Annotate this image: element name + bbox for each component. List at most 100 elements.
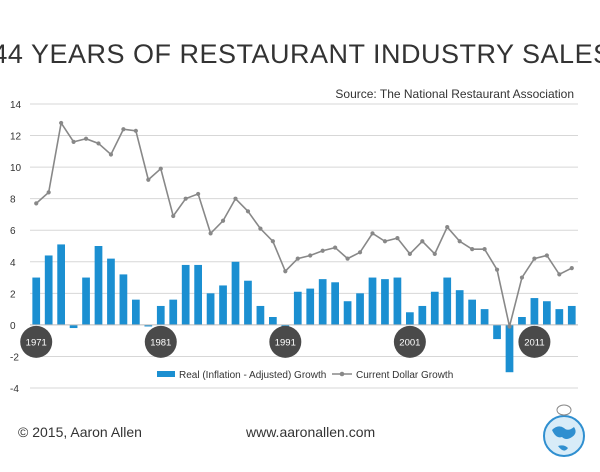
line-point (420, 239, 425, 244)
line-point (121, 127, 126, 132)
line-point (457, 239, 462, 244)
bar (194, 264, 202, 325)
line-point (245, 209, 251, 214)
line-point (220, 218, 226, 223)
line-point (407, 251, 412, 256)
footer-website: www.aaronallen.com (245, 424, 375, 440)
line-point (532, 256, 537, 261)
x-tick-badge: 2001 (393, 325, 426, 358)
bar (119, 274, 128, 325)
bar (493, 324, 501, 340)
y-tick-label: 8 (10, 195, 16, 206)
line-point (382, 239, 388, 244)
line-point (133, 128, 138, 133)
bar-series (32, 244, 576, 373)
logo-continent-icon (552, 426, 576, 439)
bar (244, 280, 252, 325)
line-point (494, 267, 500, 272)
y-tick-label: 14 (10, 100, 22, 111)
line-point (320, 248, 325, 253)
line-point (395, 236, 400, 241)
line-point (71, 139, 76, 144)
line-point (258, 226, 263, 231)
chart-subtitle: Source: The National Restaurant Associat… (335, 87, 574, 101)
bar (443, 277, 452, 325)
line-point (308, 253, 313, 258)
line-point (270, 239, 275, 244)
grid-lines (30, 103, 578, 389)
bar (82, 277, 90, 325)
y-tick-label: -4 (10, 384, 19, 395)
bar (406, 312, 414, 325)
x-tick-badge-circle (518, 325, 551, 358)
bar (94, 246, 103, 325)
line-point (557, 272, 562, 277)
bar (356, 293, 364, 325)
bar (69, 324, 78, 329)
line-point (208, 231, 213, 236)
x-tick-label: 2011 (524, 337, 544, 348)
x-tick-badge-circle (144, 325, 177, 358)
legend-swatch-real-growth (157, 371, 175, 377)
bar (393, 277, 402, 325)
footer-copyright: © 2015, Aaron Allen (18, 424, 142, 440)
line-point (333, 245, 338, 250)
y-axis-ticks: -4 -2 0 2 4 6 8 10 12 14 (10, 100, 22, 395)
bar (219, 285, 227, 325)
bar (331, 282, 339, 325)
line-point (345, 256, 350, 261)
line-point (158, 166, 163, 171)
bar (144, 324, 153, 327)
bar (480, 309, 489, 325)
y-tick-label: 10 (10, 163, 22, 174)
legend: Real (Inflation - Adjusted) Growth Curre… (157, 370, 453, 381)
bar (107, 258, 115, 325)
line-point (544, 253, 549, 258)
bar (505, 324, 514, 373)
y-tick-label: 12 (10, 132, 22, 143)
bar (206, 293, 215, 325)
line-point (482, 247, 487, 252)
bar (32, 277, 41, 325)
bar (318, 279, 327, 325)
bar (156, 305, 165, 325)
bar (231, 261, 240, 325)
bar (430, 291, 439, 325)
line-point (59, 120, 64, 126)
bar (44, 255, 53, 325)
bar (132, 299, 140, 325)
x-tick-label: 1981 (150, 337, 171, 348)
y-tick-label: 6 (10, 226, 16, 237)
y-tick-label: 0 (10, 321, 16, 332)
line-point (34, 201, 39, 206)
bar (343, 301, 352, 325)
line-point (445, 224, 450, 230)
line-point (108, 152, 114, 157)
line-point (519, 275, 525, 280)
bar (381, 279, 389, 325)
x-tick-badge-circle (393, 325, 426, 358)
bar (293, 291, 302, 325)
bar (567, 305, 576, 325)
logo-continent-small-icon (558, 445, 568, 451)
line-point (233, 196, 238, 201)
x-tick-badge: 1971 (20, 325, 53, 358)
x-tick-badge-circle (269, 325, 302, 358)
y-tick-label: 4 (10, 258, 16, 269)
line-point (370, 231, 375, 236)
bar (518, 317, 526, 325)
bar (418, 305, 427, 325)
chart-title: 44 YEARS OF RESTAURANT INDUSTRY SALES (0, 39, 600, 69)
current-dollar-line (35, 120, 573, 327)
line-point (183, 196, 188, 201)
line-series (34, 120, 574, 329)
line-point (171, 213, 176, 219)
line-point (357, 250, 363, 255)
line-point (295, 256, 300, 261)
bar (57, 244, 65, 325)
x-tick-label: 1991 (275, 337, 296, 348)
bar (543, 301, 551, 325)
y-tick-label: 2 (10, 289, 16, 300)
